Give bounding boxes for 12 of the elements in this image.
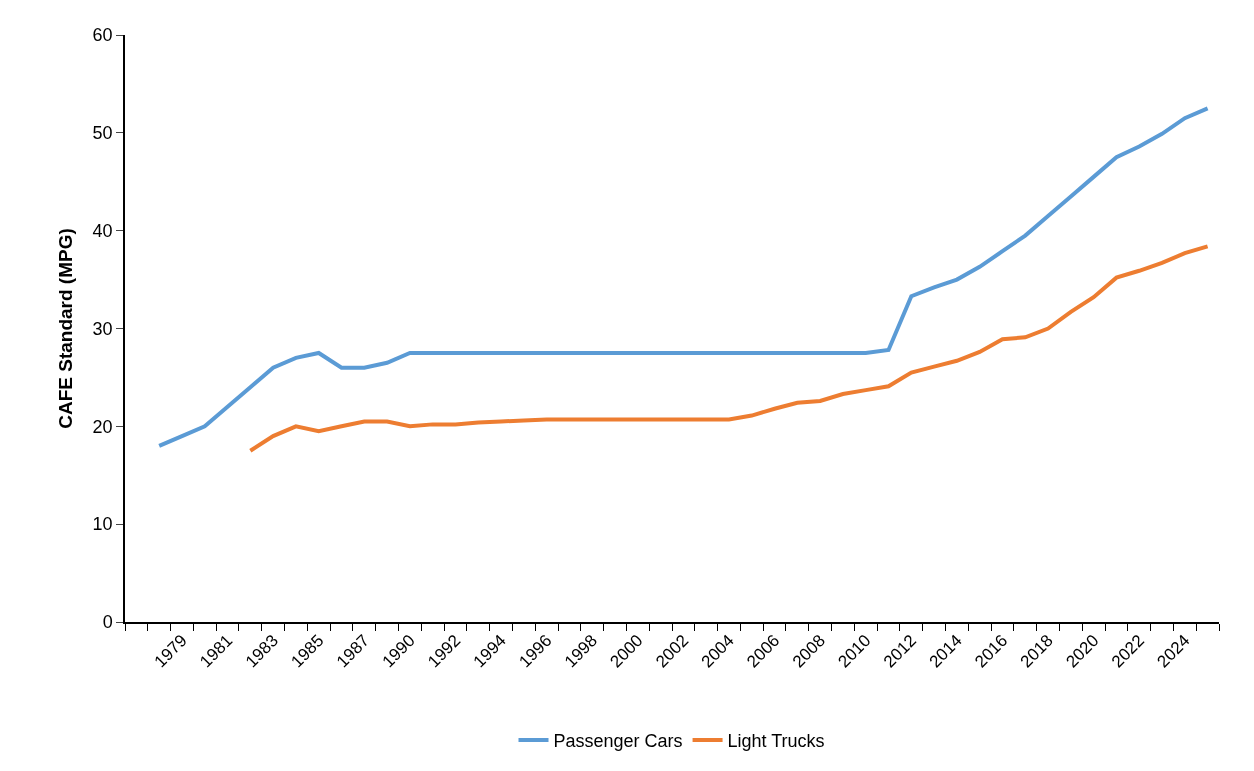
y-axis-title: CAFE Standard (MPG) xyxy=(54,228,76,429)
line-series xyxy=(248,244,1210,453)
y-tick-label: 30 xyxy=(92,318,113,339)
y-tick-label: 20 xyxy=(92,416,113,437)
y-tick-label: 40 xyxy=(92,220,113,241)
y-tick-label: 60 xyxy=(92,25,113,46)
legend-label: Light Trucks xyxy=(727,731,825,752)
y-tick-label: 50 xyxy=(92,123,113,144)
y-tick-label: 0 xyxy=(102,612,113,633)
y-tick-label: 10 xyxy=(92,514,113,535)
legend-label: Passenger Cars xyxy=(553,731,683,752)
line-series xyxy=(157,106,1210,448)
